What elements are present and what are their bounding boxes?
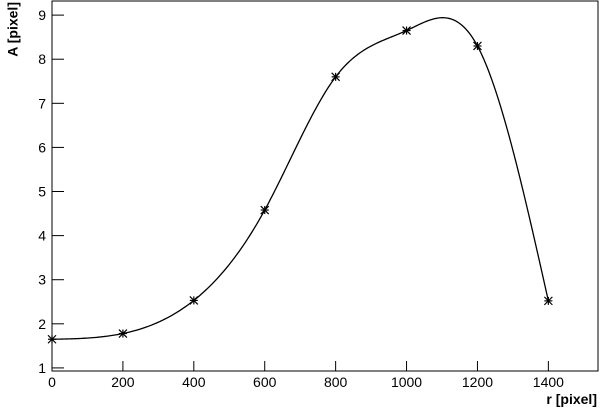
- x-tick-label: 0: [48, 374, 56, 390]
- marker-stroke: [402, 26, 411, 35]
- data-point: [47, 334, 57, 344]
- x-tick-label: 800: [324, 374, 348, 390]
- marker-stroke: [189, 296, 199, 305]
- x-tick-label: 400: [182, 374, 206, 390]
- plot-frame: [51, 0, 599, 372]
- x-tick-label: 1200: [462, 374, 493, 390]
- x-tick-label: 1000: [391, 374, 422, 390]
- y-tick-label: 5: [38, 184, 46, 200]
- data-point: [543, 296, 553, 306]
- marker-stroke: [473, 41, 482, 51]
- y-tick-label: 6: [38, 139, 46, 155]
- y-tick-label: 3: [38, 272, 46, 288]
- data-point: [473, 41, 482, 51]
- marker-stroke: [118, 329, 128, 338]
- y-tick-label: 9: [38, 7, 46, 23]
- y-axis-title: A [pixel]: [5, 2, 21, 57]
- y-tick-label: 2: [38, 316, 46, 332]
- x-tick-label: 200: [111, 374, 135, 390]
- y-tick-label: 1: [38, 360, 46, 376]
- y-tick-label: 8: [38, 51, 46, 67]
- y-tick-label: 7: [38, 95, 46, 111]
- marker-stroke: [260, 205, 270, 215]
- x-axis-title: r [pixel]: [546, 391, 597, 407]
- marker-stroke: [47, 334, 57, 344]
- data-point: [331, 72, 341, 82]
- x-tick-label: 1400: [533, 374, 564, 390]
- data-point: [260, 205, 270, 215]
- y-tick-label: 4: [38, 228, 46, 244]
- fit-curve: [51, 17, 549, 340]
- data-point: [118, 329, 128, 338]
- data-point: [189, 296, 199, 305]
- marker-stroke: [543, 296, 553, 306]
- x-tick-label: 600: [253, 374, 277, 390]
- marker-stroke: [331, 72, 341, 82]
- data-point: [402, 26, 411, 35]
